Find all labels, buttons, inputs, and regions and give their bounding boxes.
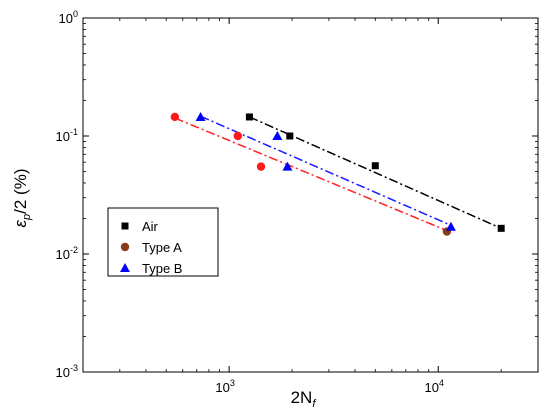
fit-lines (174, 115, 502, 232)
data-points (170, 111, 505, 236)
legend-marker-type-a (120, 242, 130, 252)
type-a-point (170, 112, 180, 122)
x-tick-label: 103 (215, 378, 234, 395)
type-a-point (233, 131, 243, 141)
y-tick-label: 10-3 (56, 363, 78, 380)
y-tick-label: 10-2 (56, 245, 78, 262)
legend: Air Type A Type B (107, 207, 219, 277)
legend-label-air: Air (142, 219, 159, 234)
type-b-point (282, 161, 293, 171)
y-axis-title: εp/2 (%) (11, 169, 33, 228)
type-a-fit-line (174, 117, 448, 232)
y-tick-label: 10-1 (56, 127, 78, 144)
axis-ticks: 10-3 10-2 10-1 100 103 104 (56, 9, 538, 395)
air-point (371, 162, 379, 170)
legend-box (107, 207, 219, 277)
air-point (245, 113, 253, 121)
type-a-point (256, 162, 266, 171)
plot-frame (82, 17, 539, 373)
y-tick-label: 100 (59, 9, 78, 26)
legend-label-type-a: Type A (142, 240, 182, 255)
legend-marker-air (121, 222, 129, 230)
air-fit-line (249, 116, 502, 230)
legend-label-type-b: Type B (142, 261, 182, 276)
x-axis-title: 2Nf (291, 388, 317, 410)
type-b-fit-line (200, 115, 452, 227)
legend-marker-type-b (120, 263, 130, 272)
type-b-point (195, 111, 206, 121)
x-tick-label: 104 (424, 378, 443, 395)
air-point (497, 224, 505, 232)
type-b-point (272, 131, 283, 140)
plot-border (82, 17, 539, 373)
type-b-point (445, 221, 456, 231)
air-point (286, 132, 294, 140)
